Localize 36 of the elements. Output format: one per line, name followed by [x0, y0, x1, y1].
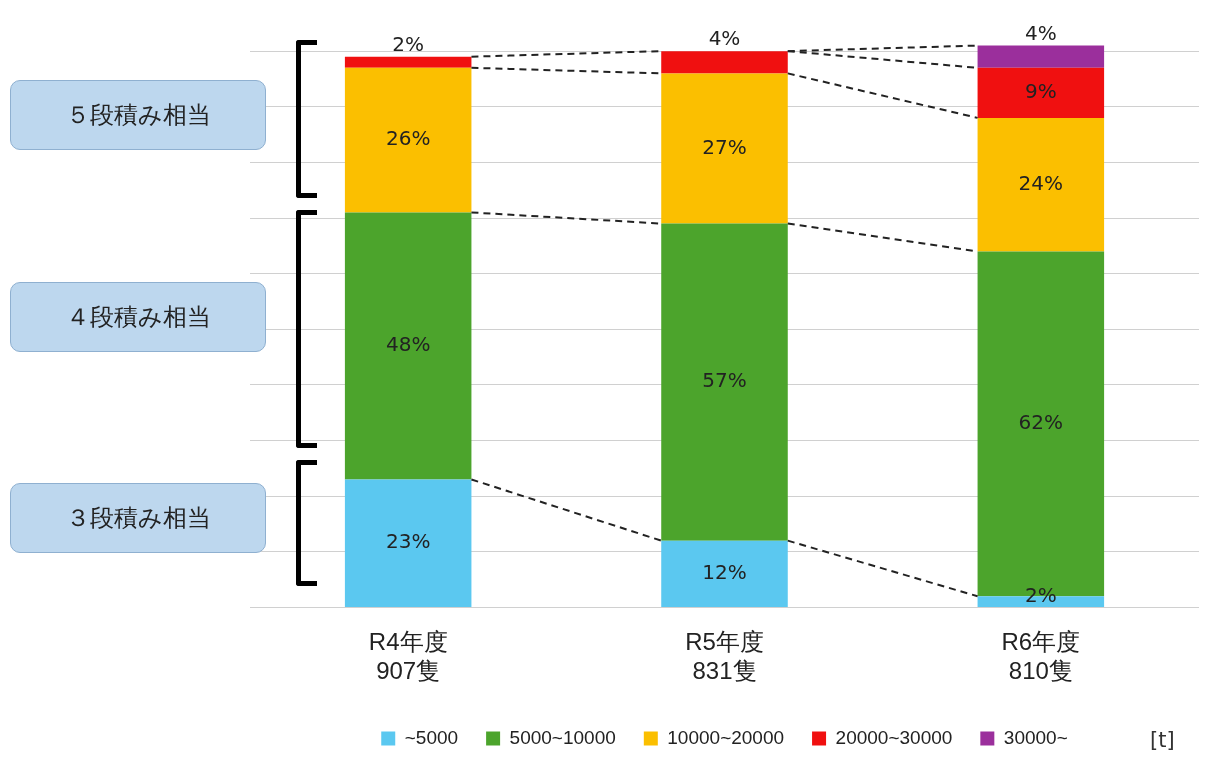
data-label: 62% [1018, 410, 1064, 435]
data-label: 2% [392, 31, 425, 56]
rounded-label-box: ３段積み相当 [10, 483, 266, 553]
legend-label: ~5000 [404, 726, 459, 748]
bar [344, 479, 472, 607]
data-label: 2% [1024, 583, 1057, 608]
x-tick-label: R5年度 831隻 [685, 628, 764, 685]
bar [661, 73, 788, 224]
bar [661, 540, 788, 607]
data-label: 48% [385, 332, 431, 357]
bar [344, 56, 472, 68]
legend-label: 10000~20000 [667, 726, 785, 748]
bar [661, 223, 788, 541]
data-label: 4% [708, 26, 741, 51]
rounded-label-box: ４段積み相当 [10, 282, 266, 352]
data-label: 23% [385, 529, 431, 554]
data-label: 12% [702, 559, 747, 584]
data-label: 26% [385, 126, 431, 151]
legend-label: 5000~10000 [509, 726, 616, 748]
rounded-label-box: ５段積み相当 [10, 80, 266, 150]
legend-label: 30000~ [1003, 726, 1068, 748]
data-label: 24% [1018, 170, 1064, 195]
x-tick-label: R4年度 907隻 [368, 628, 448, 685]
bar [344, 212, 472, 480]
bar [977, 67, 1105, 118]
bar [661, 51, 788, 74]
bar [977, 117, 1105, 252]
legend-title: [t] [1150, 728, 1175, 752]
x-tick-label: R6年度 810隻 [1001, 628, 1081, 685]
legend-label: 20000~30000 [835, 726, 953, 748]
data-label: 57% [702, 368, 747, 393]
bar [344, 67, 472, 213]
data-label: 4% [1024, 20, 1057, 45]
data-label: 9% [1024, 79, 1057, 104]
bar [977, 45, 1105, 68]
data-label: 27% [702, 134, 747, 159]
